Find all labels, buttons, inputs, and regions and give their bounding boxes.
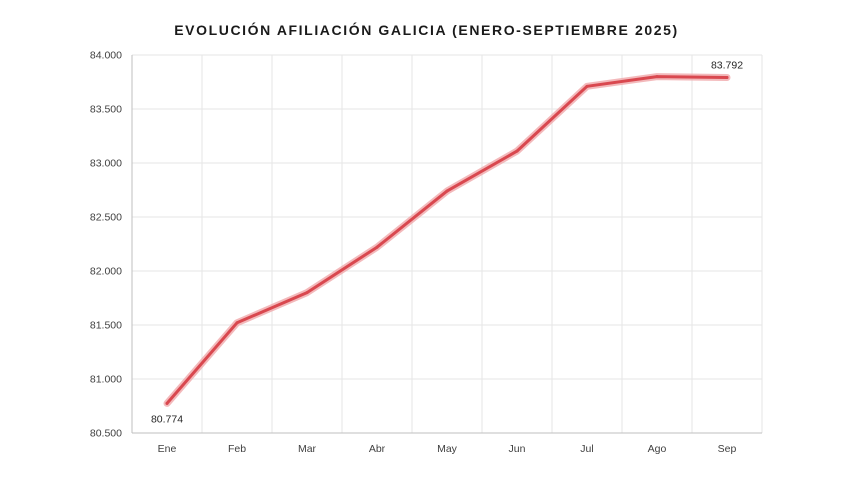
y-tick-label: 82.500: [90, 212, 122, 224]
data-point: [585, 84, 589, 88]
x-tick-label: Abr: [369, 443, 386, 455]
data-label: 83.792: [711, 59, 743, 71]
data-point: [515, 149, 519, 153]
data-point: [305, 291, 309, 295]
gridlines: [132, 54, 763, 433]
x-tick-label: Jul: [580, 443, 593, 455]
data-point: [655, 75, 659, 79]
series-layer: [163, 73, 731, 407]
series-line: [165, 75, 729, 405]
x-tick-label: May: [437, 443, 458, 455]
x-tick-label: Ago: [648, 443, 667, 455]
data-point: [725, 75, 729, 79]
data-point: [445, 189, 449, 193]
chart-title: EVOLUCIÓN AFILIACIÓN GALICIA (ENERO-SEPT…: [174, 22, 679, 38]
x-tick-label: Ene: [158, 443, 177, 455]
series-line-glow: [163, 73, 731, 407]
x-tick-label: Feb: [228, 443, 246, 455]
y-tick-label: 81.500: [90, 320, 122, 332]
data-labels: 80.774 83.792: [151, 59, 743, 425]
y-tick-label: 82.000: [90, 266, 122, 278]
y-tick-label: 81.000: [90, 374, 122, 386]
x-tick-label: Jun: [509, 443, 526, 455]
x-tick-label: Sep: [718, 443, 737, 455]
data-point: [235, 321, 239, 325]
y-tick-label: 83.500: [90, 104, 122, 116]
x-axis-ticks: Ene Feb Mar Abr May Jun Jul Ago Sep: [158, 443, 737, 455]
y-tick-label: 80.500: [90, 428, 122, 440]
y-tick-label: 84.000: [90, 50, 122, 62]
data-point: [375, 245, 379, 249]
data-label: 80.774: [151, 413, 183, 425]
axes: [131, 55, 762, 434]
data-point: [165, 401, 169, 405]
x-tick-label: Mar: [298, 443, 317, 455]
y-axis-ticks: 80.500 81.000 81.500 82.000 82.500 83.000 83.5…: [90, 50, 122, 440]
y-tick-label: 83.000: [90, 158, 122, 170]
